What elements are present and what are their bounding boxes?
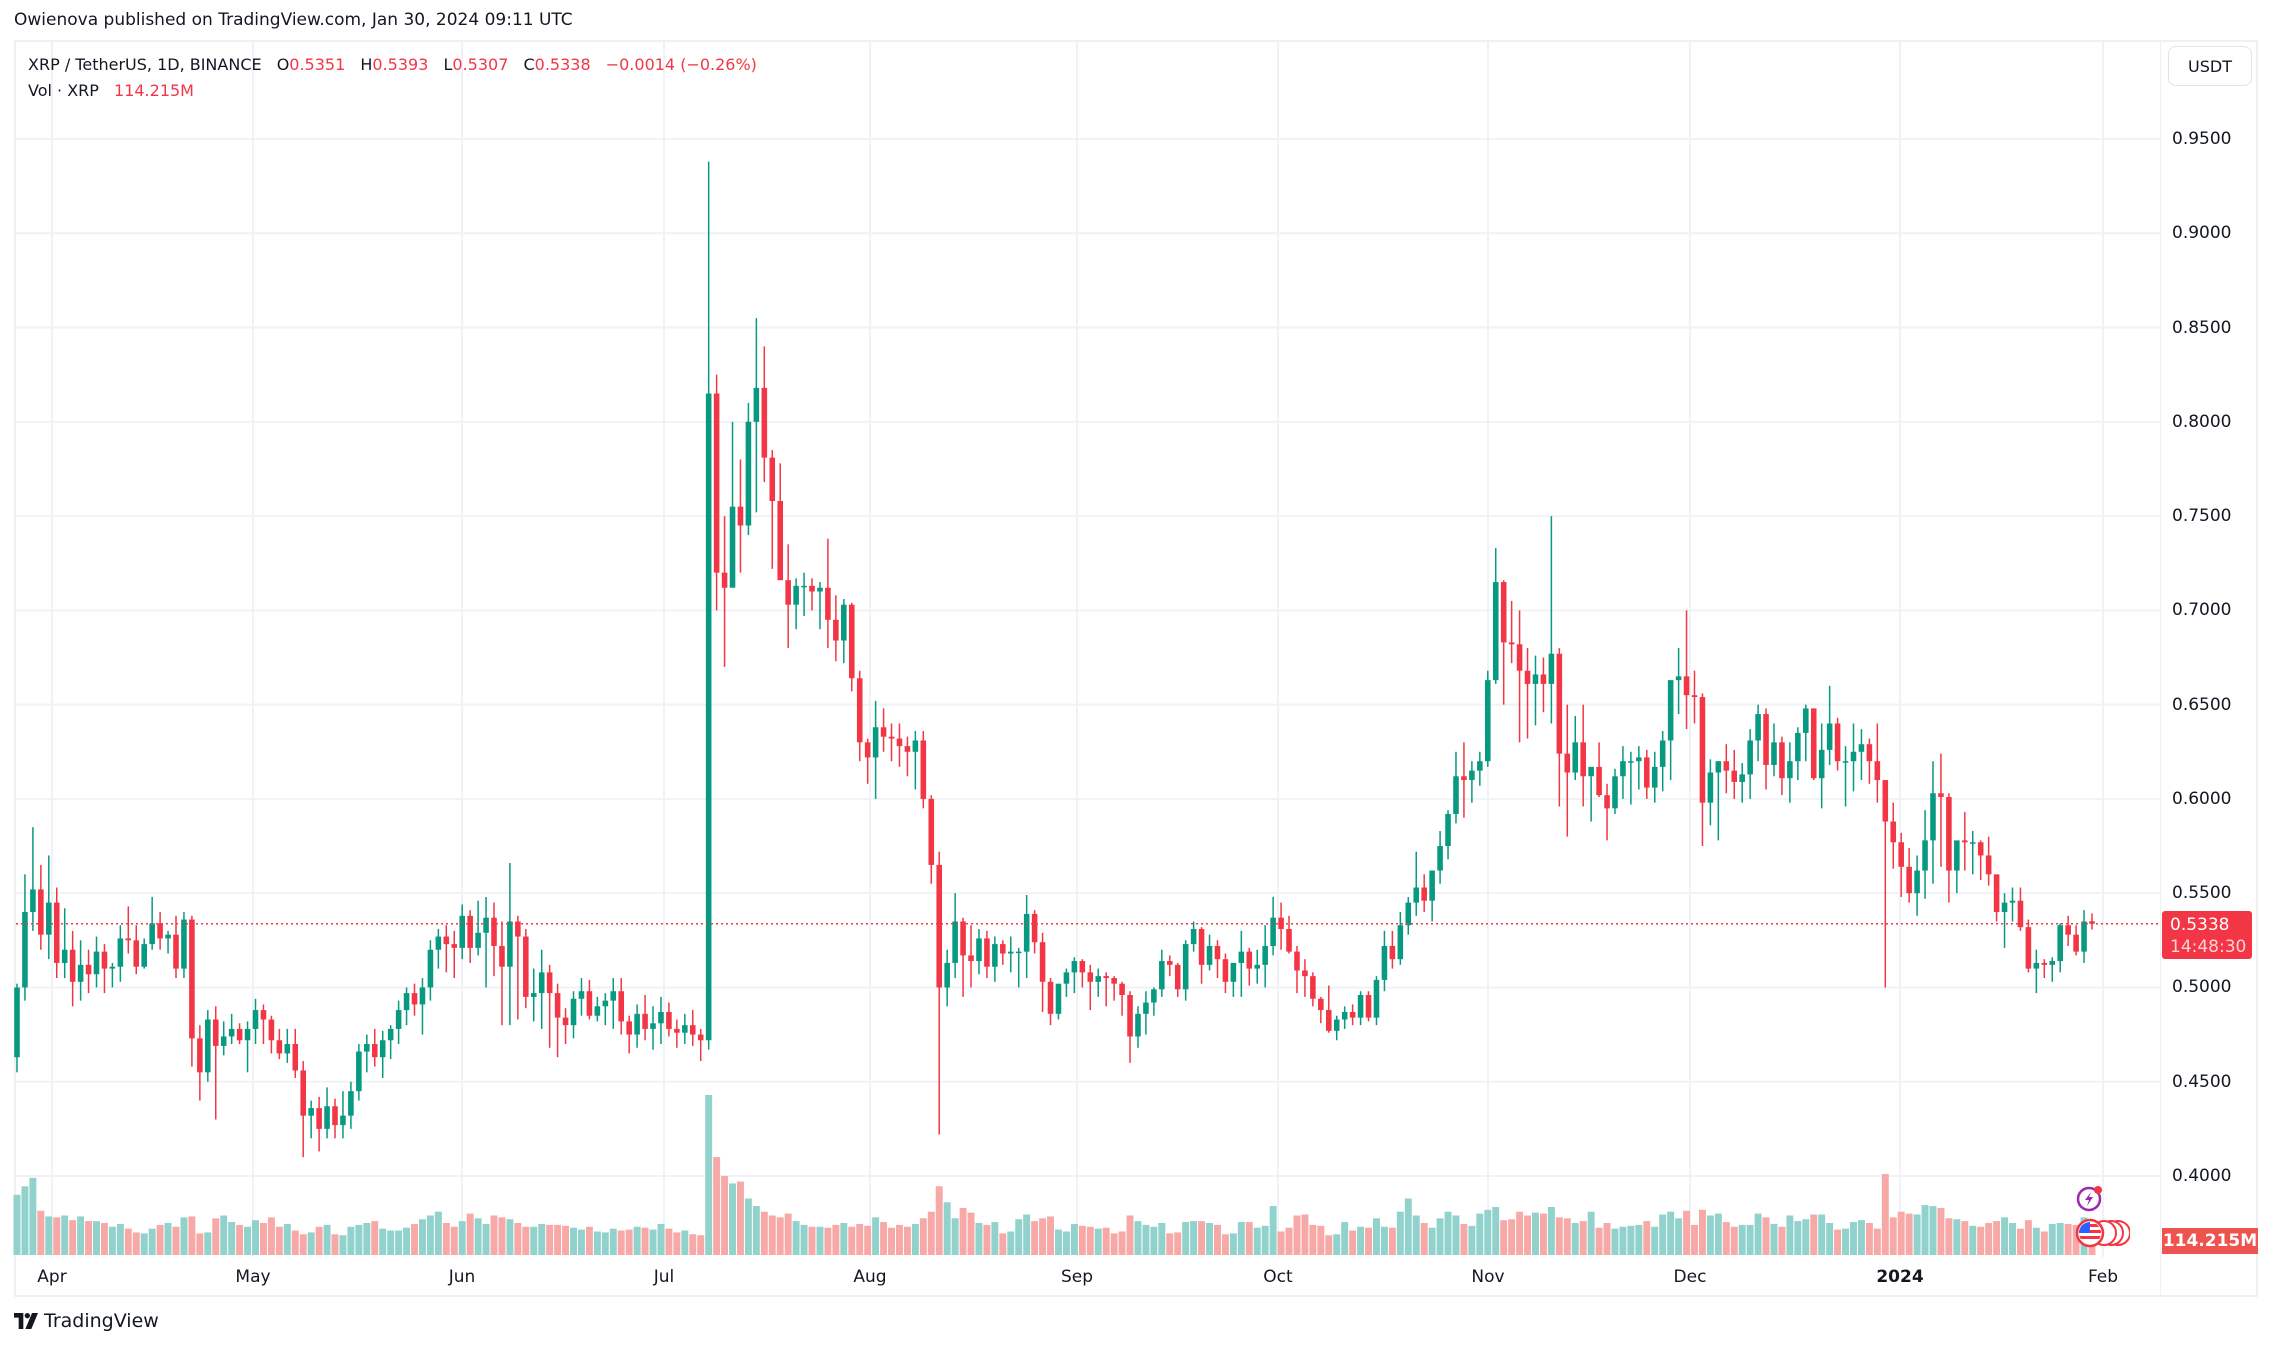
tradingview-brand: TradingView bbox=[44, 1310, 159, 1332]
tradingview-logo[interactable]: TradingView bbox=[14, 1310, 159, 1332]
time-tick-label: Apr bbox=[37, 1267, 67, 1287]
time-tick-label: Oct bbox=[1263, 1267, 1293, 1287]
volume-badge: 114.215M bbox=[2162, 1228, 2258, 1254]
time-tick-label: Dec bbox=[1673, 1267, 1707, 1287]
price-axis-divider bbox=[2160, 42, 2161, 1295]
price-tick-label: 0.5000 bbox=[2172, 977, 2232, 998]
time-tick-label: Jun bbox=[448, 1267, 476, 1287]
us-flag-economic-events-icon[interactable] bbox=[2074, 1218, 2130, 1248]
chart-frame bbox=[14, 40, 2258, 1297]
price-tick-label: 0.6000 bbox=[2172, 788, 2232, 809]
volume-label[interactable]: Vol · XRP bbox=[28, 81, 99, 100]
price-tick-label: 0.6500 bbox=[2172, 694, 2232, 715]
price-tick-label: 0.7500 bbox=[2172, 506, 2232, 527]
last-price-badge: 0.5338 14:48:30 bbox=[2162, 911, 2252, 959]
time-tick-label: Jul bbox=[653, 1267, 675, 1287]
time-tick-label: Nov bbox=[1471, 1267, 1505, 1287]
flash-event-icon[interactable] bbox=[2075, 1183, 2105, 1213]
time-tick-label: Sep bbox=[1060, 1267, 1094, 1287]
volume-legend-row: Vol · XRP 114.215M bbox=[28, 78, 757, 104]
high-value: 0.5393 bbox=[372, 55, 429, 74]
time-tick-label: Feb bbox=[2087, 1267, 2119, 1287]
publisher-line: Owienova published on TradingView.com, J… bbox=[14, 10, 573, 30]
open-label: O bbox=[276, 55, 290, 74]
close-value: 0.5338 bbox=[534, 55, 591, 74]
bar-countdown: 14:48:30 bbox=[2170, 937, 2247, 957]
change-value: −0.0014 (−0.26%) bbox=[605, 55, 757, 74]
low-label: L bbox=[443, 55, 453, 74]
price-tick-label: 0.8000 bbox=[2172, 411, 2232, 432]
symbol-legend-row: XRP / TetherUS, 1D, BINANCE O0.5351 H0.5… bbox=[28, 52, 757, 78]
volume-value: 114.215M bbox=[114, 81, 194, 100]
price-tick-label: 0.7000 bbox=[2172, 600, 2232, 621]
price-tick-label: 0.9500 bbox=[2172, 129, 2232, 149]
time-tick-label: 2024 bbox=[1876, 1267, 1924, 1287]
symbol-title[interactable]: XRP / TetherUS, 1D, BINANCE bbox=[28, 55, 262, 74]
candles bbox=[14, 161, 2095, 1158]
open-value: 0.5351 bbox=[289, 55, 346, 74]
high-label: H bbox=[360, 55, 373, 74]
time-tick-label: Aug bbox=[853, 1267, 887, 1287]
volume-bars bbox=[13, 1095, 2096, 1255]
currency-unit-button[interactable]: USDT bbox=[2168, 46, 2252, 86]
price-tick-label: 0.4000 bbox=[2172, 1166, 2232, 1186]
last-price-value: 0.5338 bbox=[2170, 915, 2230, 935]
close-label: C bbox=[523, 55, 535, 74]
price-tick-label: 0.8500 bbox=[2172, 317, 2232, 338]
chart-legend: XRP / TetherUS, 1D, BINANCE O0.5351 H0.5… bbox=[28, 52, 757, 104]
tradingview-logo-icon bbox=[14, 1313, 38, 1329]
price-tick-label: 0.5500 bbox=[2172, 883, 2232, 904]
price-tick-label: 0.9000 bbox=[2172, 223, 2232, 244]
time-tick-label: May bbox=[235, 1267, 271, 1287]
low-value: 0.5307 bbox=[452, 55, 509, 74]
price-tick-label: 0.4500 bbox=[2172, 1071, 2232, 1092]
